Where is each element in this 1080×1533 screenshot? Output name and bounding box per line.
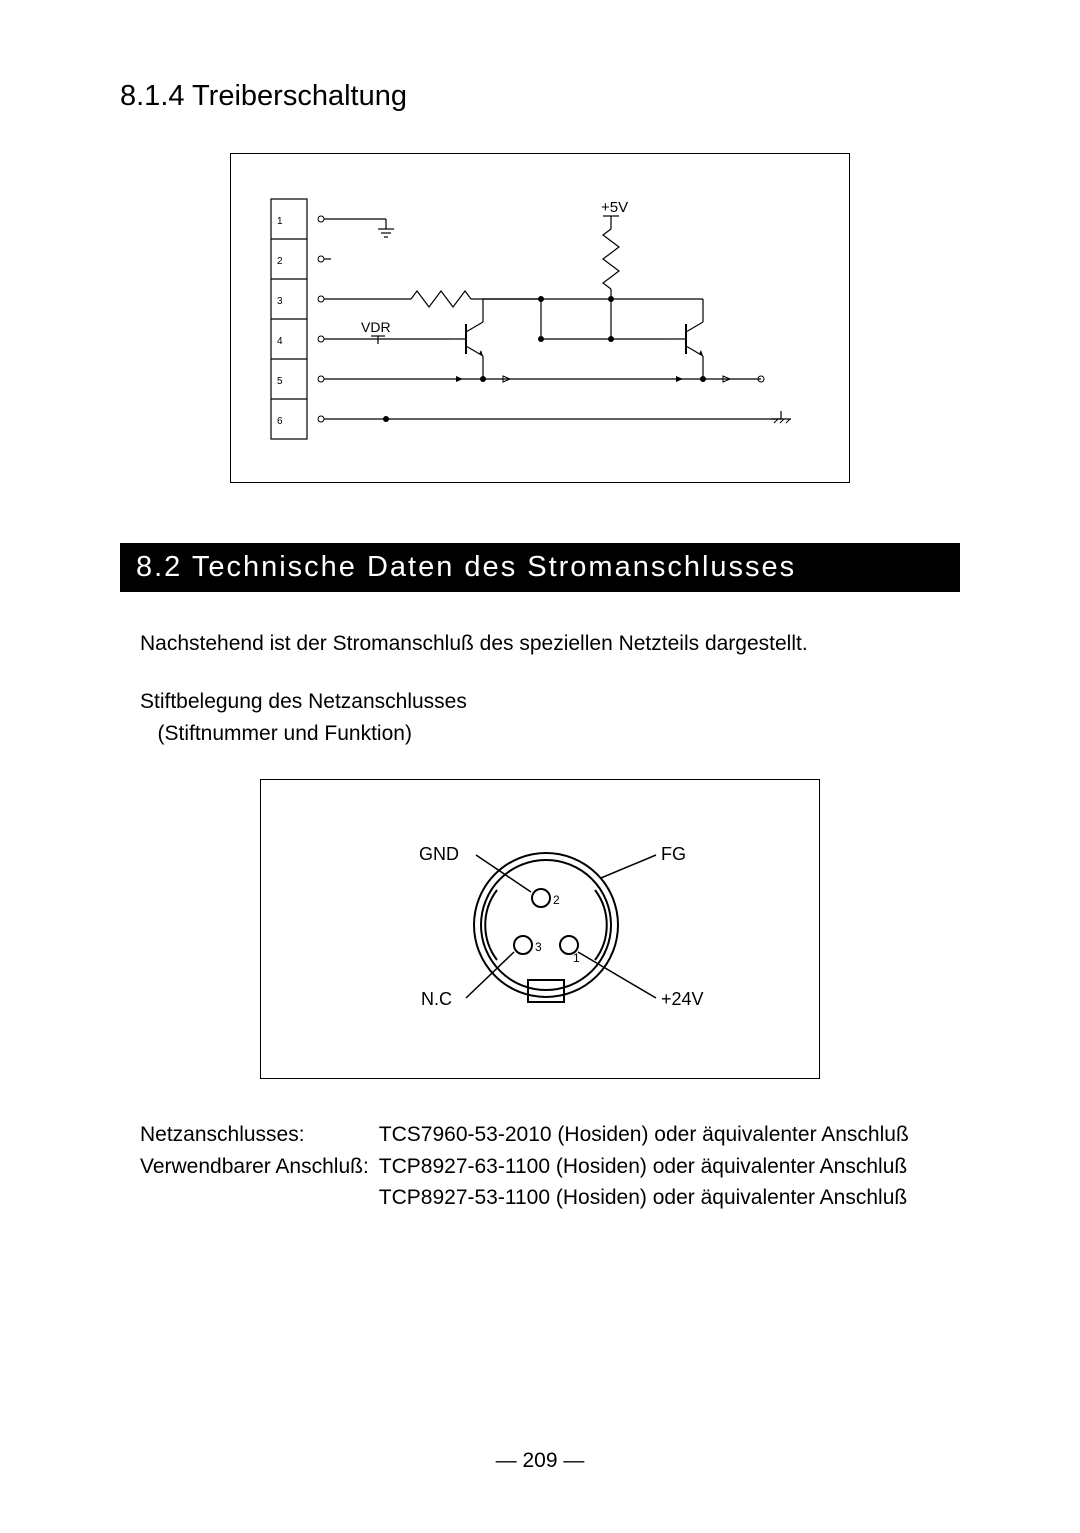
section-bar-8-2: 8.2 Technische Daten des Stromanschlusse… (120, 543, 960, 592)
connector-subtitle: Stiftbelegung des Netzanschlusses (Stift… (140, 686, 960, 749)
pin-2-num: 2 (553, 893, 560, 907)
spec-2: TCP8927-63-1100 (Hosiden) oder äquivalen… (379, 1151, 909, 1183)
spec-verwendbar-label: Verwendbarer Anschluß: (140, 1151, 369, 1183)
circuit-diagram: 1 2 3 4 5 6 +5V V (230, 153, 850, 483)
label-vdr: VDR (361, 319, 391, 335)
subtitle-line1: Stiftbelegung des Netzanschlusses (140, 690, 467, 713)
pin-6-label: 6 (277, 416, 283, 427)
intro-text: Nachstehend ist der Stromanschluß des sp… (140, 632, 960, 656)
pin-3-label: 3 (277, 296, 283, 307)
spec-3: TCP8927-53-1100 (Hosiden) oder äquivalen… (379, 1182, 909, 1214)
label-24v: +24V (661, 989, 704, 1009)
label-gnd: GND (419, 844, 459, 864)
pin-5-label: 5 (277, 376, 283, 387)
page-number: — 209 — (496, 1449, 585, 1473)
spec-1: TCS7960-53-2010 (Hosiden) oder äquivalen… (379, 1119, 909, 1151)
pin-4-label: 4 (277, 336, 283, 347)
spec-table: Netzanschlusses: Verwendbarer Anschluß: … (140, 1119, 960, 1214)
label-fg: FG (661, 844, 686, 864)
label-5v: +5V (601, 199, 628, 216)
pin-2-label: 2 (277, 256, 283, 267)
section-title-8-1-4: 8.1.4 Treiberschaltung (120, 80, 960, 113)
label-nc: N.C (421, 989, 452, 1009)
pin-1-label: 1 (277, 216, 283, 227)
spec-netz-label: Netzanschlusses: (140, 1119, 369, 1151)
subtitle-line2: (Stiftnummer und Funktion) (158, 722, 412, 745)
pin-3-num: 3 (535, 940, 542, 954)
connector-diagram: 2 3 1 GND FG N.C +24V (260, 779, 820, 1079)
